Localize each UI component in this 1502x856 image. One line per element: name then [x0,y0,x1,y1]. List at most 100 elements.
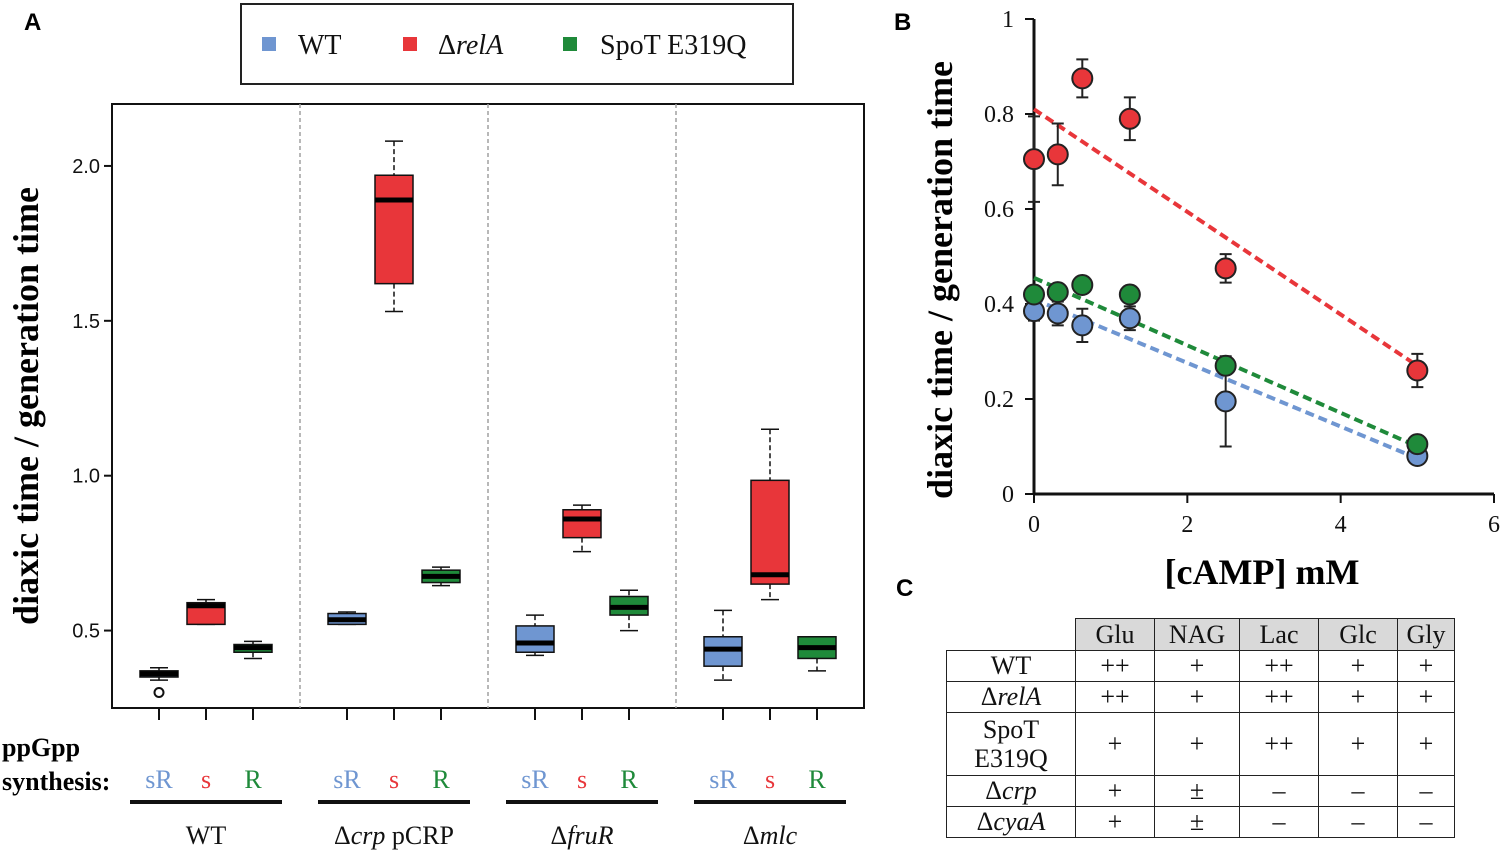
table-cell: – [1318,775,1398,807]
panel-label-c: C [896,575,913,602]
table-row: SpoT E319Q + + ++ + + [946,712,1455,776]
synthesis-label: s [389,765,399,794]
point-relA [1071,67,1094,90]
synthesis-label: sR [145,765,173,794]
table-cell: + [1075,712,1155,776]
panel-b-ytick-label: 0.6 [984,197,1014,223]
row-label-prefix: Δ [976,807,994,836]
table-cell: + [1318,650,1398,682]
legend-label-2: SpoT E319Q [600,30,747,61]
table-cell: ++ [1075,681,1155,713]
legend-text: SpoT E319Q [600,30,747,61]
table-cell: + [1318,681,1398,713]
synthesis-label: sR [521,765,549,794]
table-cell: + [1397,650,1455,682]
box-s-mlc [750,479,790,585]
row-label-text2: E319Q [974,744,1048,773]
group-label-prefix: Δ [551,821,568,850]
panel-b-ytick-label: 0.2 [984,387,1014,413]
synthesis-label: s [577,765,587,794]
legend-swatch-1 [403,37,417,51]
row-label-text: cyaA [993,807,1046,836]
table-cell: + [1154,650,1240,682]
table-row: WT ++ + ++ + + [946,650,1455,682]
legend: WT ΔrelA SpoT E319Q [240,3,794,85]
table-row-label: WT [946,650,1076,682]
row-label-text: WT [990,651,1032,680]
group-label: ΔfruR [551,821,614,850]
table-cell: – [1397,775,1455,807]
table-cell: ++ [1239,712,1319,776]
point-SpoT E319Q [1118,283,1141,306]
point-SpoT E319Q [1406,433,1429,456]
table-cell: – [1318,806,1398,838]
table-row-label: ΔcyaA [946,806,1076,838]
group-label-name: fruR [567,821,613,850]
panel-b-ytick-label: 0 [1002,482,1014,508]
table-row: ΔcyaA + ± – – – [946,806,1455,838]
legend-frame [240,3,794,85]
table-header-glc: Glc [1318,618,1398,651]
synthesis-label: R [808,765,826,794]
synthesis-label: sR [709,765,737,794]
panel-label-a: A [24,9,41,36]
synthesis-label: s [765,765,775,794]
point-relA [1118,107,1141,130]
panel-b-ytick-label: 1 [1002,7,1014,33]
point-SpoT E319Q [1071,274,1094,296]
table-cell: – [1239,806,1319,838]
row-label-text: crp [1002,776,1037,805]
panel-b-ylabel: diaxic time / generation time [920,61,960,499]
panel-a-boxplot: diaxic time / generation time ppGpp synt… [2,103,865,850]
table-header-row: Glu NAG Lac Glc Gly [946,618,1455,651]
table-cell: ++ [1239,650,1319,682]
ppgpp-label-line2: synthesis: [2,767,110,796]
panel-a-ytick-label: 0.5 [72,621,100,643]
group-label-prefix: Δ [334,821,351,850]
legend-label-1: ΔrelA [438,30,504,61]
trendline-relA [1032,107,1419,368]
table-cell: + [1075,806,1155,838]
table-row-label: ΔrelA [946,681,1076,713]
group-label: WT [186,821,227,850]
table-row: ΔrelA ++ + ++ + + [946,681,1455,713]
group-label-name: mlc [760,821,798,850]
point-SpoT E319Q [1046,281,1069,304]
row-label-text: relA [997,682,1042,711]
panel-b-xlabel: [cAMP] mM [1165,552,1360,592]
group-label: Δmlc [743,821,798,850]
table-row-label: SpoT E319Q [946,712,1076,776]
table-header-lac: Lac [1239,618,1319,651]
table-cell: + [1318,712,1398,776]
panel-label-b: B [894,9,911,36]
synthesis-label: R [244,765,262,794]
synthesis-label: R [432,765,450,794]
row-label-prefix: Δ [980,682,998,711]
table-cell: ++ [1075,650,1155,682]
point-relA [1023,148,1045,171]
point-WT [1071,314,1094,337]
panel-b-ytick-label: 0.8 [984,102,1014,128]
table-cell: + [1154,681,1240,713]
table-cell: + [1154,712,1240,776]
panel-b-xtick-label: 2 [1181,512,1193,538]
table-header-nag: NAG [1154,618,1240,651]
table-cell: + [1075,775,1155,807]
point-relA [1046,143,1069,166]
table-header-gly: Gly [1397,618,1455,651]
point-SpoT E319Q [1023,283,1045,306]
row-label-prefix: Δ [985,776,1003,805]
ppgpp-label-line1: ppGpp [2,733,80,762]
group-label-name: crp [351,821,386,850]
legend-prefix: Δ [438,30,456,61]
legend-label-0: WT [298,30,342,61]
synthesis-label: R [620,765,638,794]
table-cell: – [1397,806,1455,838]
panel-c-table: Glu NAG Lac Glc Gly WT ++ + ++ + + ΔrelA ++ + ++ +… [946,618,1455,838]
panel-b-xtick-label: 4 [1335,512,1347,538]
panel-b-scatter: diaxic time / generation time [cAMP] mM … [920,7,1500,592]
legend-text: WT [298,30,342,61]
point-SpoT E319Q [1214,354,1237,377]
panel-a-ytick-label: 1.0 [72,466,100,488]
